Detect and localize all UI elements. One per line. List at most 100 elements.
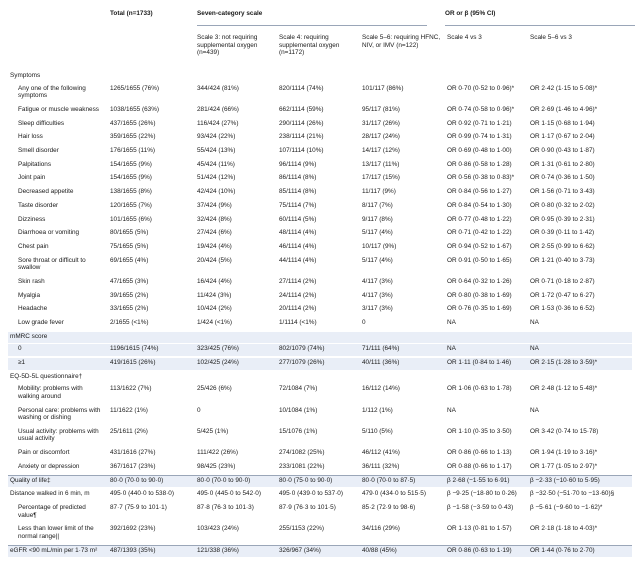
table-cell: 51/424 (12%) bbox=[197, 174, 236, 182]
col-scale3-header: Scale 3: not requiring supplemental oxyg… bbox=[197, 34, 258, 57]
table-cell: OR 0·88 (0·66 to 1·17) bbox=[447, 462, 512, 470]
table-cell: 25/1611 (2%) bbox=[110, 427, 148, 435]
table-cell: OR 2·18 (1·18 to 4·03)* bbox=[530, 525, 598, 533]
table-cell: OR 1·77 (1·05 to 2·97)* bbox=[530, 462, 598, 470]
row-label: Sore throat or difficult to swallow bbox=[18, 256, 86, 272]
table-cell: 431/1616 (27%) bbox=[110, 449, 156, 457]
col-total-header: Total (n=1733) bbox=[110, 10, 153, 17]
table-cell: 87·7 (75·9 to 101·1) bbox=[110, 504, 167, 511]
table-cell: OR 2·48 (1·12 to 5·48)* bbox=[530, 385, 598, 393]
table-cell: 36/111 (32%) bbox=[362, 462, 400, 470]
col-scale4-header: Scale 4: requiring supplemental oxygen (… bbox=[279, 34, 340, 57]
table-cell: 121/338 (36%) bbox=[197, 546, 239, 554]
header-rule-left bbox=[197, 25, 427, 26]
table-cell: 72/1084 (7%) bbox=[279, 385, 318, 393]
table-cell: 42/424 (10%) bbox=[197, 188, 236, 196]
table-cell: 14/117 (12%) bbox=[362, 147, 400, 154]
table-cell: 802/1079 (74%) bbox=[279, 345, 325, 353]
table-cell: OR 0·95 (0·39 to 2·31) bbox=[530, 215, 595, 223]
table-cell: 367/1617 (23%) bbox=[110, 462, 156, 470]
table-cell: OR 0·71 (0·42 to 1·22) bbox=[447, 229, 512, 237]
table-cell: NA bbox=[530, 406, 539, 414]
table-cell: OR 1·56 (0·71 to 3·43) bbox=[530, 188, 595, 196]
row-divider bbox=[8, 474, 632, 476]
table-cell: 495·0 (439·0 to 537·0) bbox=[279, 490, 343, 498]
table-cell: 10/117 (9%) bbox=[362, 242, 397, 250]
table-cell: NA bbox=[530, 345, 539, 353]
row-label: ≥1 bbox=[18, 359, 26, 366]
table-cell: β −1·58 (−3·59 to 0·43) bbox=[447, 504, 514, 511]
table-cell: 5/117 (4%) bbox=[362, 229, 393, 237]
table-header: Total (n=1733) Seven-category scale OR o… bbox=[0, 0, 638, 68]
table-cell: OR 1·06 (0·63 to 1·78) bbox=[447, 385, 512, 393]
row-label: Distance walked in 6 min, m bbox=[10, 490, 90, 498]
table-cell: 69/1655 (4%) bbox=[110, 256, 149, 264]
table-cell: 34/116 (29%) bbox=[362, 525, 400, 533]
table-cell: 111/422 (26%) bbox=[197, 449, 238, 457]
section-heading: EQ-5D-5L questionnaire† bbox=[10, 372, 83, 380]
table-cell: 44/1114 (4%) bbox=[279, 256, 317, 264]
table-cell: 60/1114 (5%) bbox=[279, 215, 317, 223]
header-rule-right bbox=[445, 25, 635, 26]
table-cell: OR 0·77 (0·48 to 1·22) bbox=[447, 215, 512, 223]
table-cell: 80/1655 (5%) bbox=[110, 229, 149, 237]
table-cell: 103/423 (24%) bbox=[197, 525, 239, 533]
table-cell: 392/1692 (23%) bbox=[110, 525, 156, 533]
table-cell: 93/424 (22%) bbox=[197, 133, 236, 141]
table-cell: OR 0·99 (0·74 to 1·31) bbox=[447, 133, 512, 141]
table-cell: 80·0 (75·0 to 90·0) bbox=[279, 476, 333, 484]
table-cell: 80·0 (70·0 to 90·0) bbox=[197, 476, 251, 484]
table-cell: 274/1082 (25%) bbox=[279, 449, 325, 457]
table-cell: OR 2·69 (1·46 to 4·96)* bbox=[530, 105, 598, 113]
table-cell: 326/967 (34%) bbox=[279, 546, 321, 554]
table-cell: 154/1655 (9%) bbox=[110, 174, 152, 182]
table-cell: 4/117 (3%) bbox=[362, 291, 393, 299]
row-label: eGFR <90 mL/min per 1·73 m² bbox=[10, 546, 98, 554]
table-cell: 116/424 (27%) bbox=[197, 119, 239, 127]
table-cell: 31/117 (26%) bbox=[362, 119, 400, 127]
table-cell: 80·0 (70·0 to 87·5) bbox=[362, 476, 416, 484]
table-cell: 47/1655 (3%) bbox=[110, 277, 149, 285]
table-cell: 9/117 (8%) bbox=[362, 215, 393, 223]
table-cell: 11/424 (3%) bbox=[197, 291, 232, 299]
table-cell: OR 2·15 (1·28 to 3·59)* bbox=[530, 359, 598, 366]
table-cell: β 2·68 (−1·55 to 6·91) bbox=[447, 476, 510, 484]
table-cell: 40/111 (36%) bbox=[362, 359, 400, 366]
table-cell: 85/1114 (8%) bbox=[279, 188, 317, 196]
table-cell: NA bbox=[530, 319, 539, 326]
table-cell: OR 1·44 (0·76 to 2·70) bbox=[530, 546, 595, 554]
row-label: Chest pain bbox=[18, 242, 49, 250]
table-cell: 32/424 (8%) bbox=[197, 215, 232, 223]
col-scale56-header: Scale 5–6: requiring HFNC, NIV, or IMV (… bbox=[362, 34, 441, 49]
table-cell: 1/112 (1%) bbox=[362, 406, 393, 414]
table-cell: OR 0·74 (0·58 to 0·96)* bbox=[447, 105, 515, 113]
table-cell: OR 0·90 (0·43 to 1·87) bbox=[530, 147, 595, 154]
table-cell: 95/117 (81%) bbox=[362, 105, 400, 113]
table-cell: OR 0·76 (0·35 to 1·69) bbox=[447, 305, 512, 313]
table-cell: OR 1·15 (0·68 to 1·94) bbox=[530, 119, 595, 127]
table-cell: 87·8 (76·3 to 101·3) bbox=[197, 504, 254, 511]
table-cell: 71/111 (64%) bbox=[362, 345, 400, 353]
table-cell: 48/1114 (4%) bbox=[279, 229, 317, 237]
table-cell: OR 0·86 (0·66 to 1·13) bbox=[447, 449, 512, 457]
row-label: Any one of the following symptoms bbox=[18, 84, 86, 100]
col-scale4-vs-3-header: Scale 4 vs 3 bbox=[447, 34, 482, 41]
row-label: Taste disorder bbox=[18, 201, 59, 209]
row-label: Sleep difficulties bbox=[18, 119, 65, 127]
row-label: Quality of life‡ bbox=[10, 476, 51, 484]
table-cell: 5/117 (4%) bbox=[362, 256, 393, 264]
table-cell: 820/1114 (74%) bbox=[279, 84, 324, 92]
table-cell: β −2·33 (−10·60 to 5·95) bbox=[530, 476, 600, 484]
table-cell: 10/424 (2%) bbox=[197, 305, 232, 313]
table-cell: OR 2·55 (0·99 to 6·62) bbox=[530, 242, 595, 250]
table-cell: OR 2·42 (1·15 to 5·08)* bbox=[530, 84, 598, 92]
row-label: Percentage of predicted value¶ bbox=[18, 504, 86, 519]
table-cell: 96/1114 (9%) bbox=[279, 160, 317, 168]
table-cell: 5/110 (5%) bbox=[362, 427, 393, 435]
table-cell: 101/1655 (6%) bbox=[110, 215, 152, 223]
table-cell: OR 0·94 (0·52 to 1·67) bbox=[447, 242, 512, 250]
table-cell: β −32·50 (−51·70 to −13·60)§ bbox=[530, 490, 615, 498]
table-cell: β −9·25 (−18·80 to 0·26) bbox=[447, 490, 517, 498]
table-cell: 0 bbox=[197, 406, 201, 414]
table-cell: 24/1114 (2%) bbox=[279, 291, 317, 299]
